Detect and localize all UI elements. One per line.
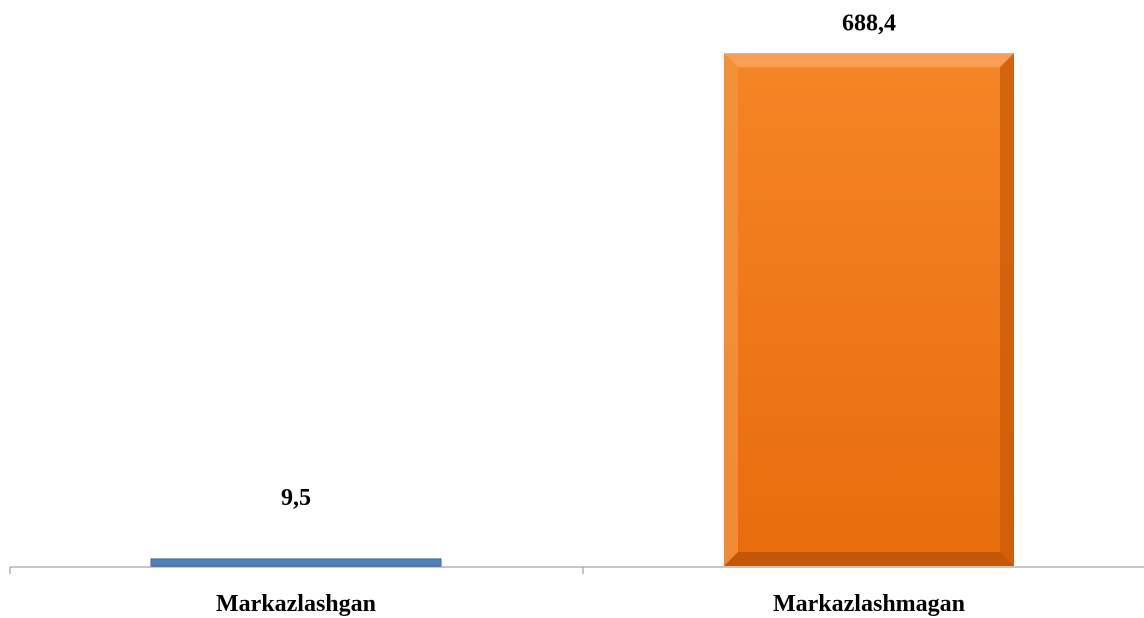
bar-markazlashgan [150, 558, 442, 567]
data-label-markazlashmagan: 688,4 [842, 10, 896, 36]
bar-bevel [724, 53, 1014, 68]
labels-group: 9,5 Markazlashgan 688,4 Markazlashmagan [216, 10, 965, 617]
bar-bevel [724, 53, 738, 567]
category-label-markazlashgan: Markazlashgan [216, 591, 376, 617]
bar-bevel [724, 552, 1014, 566]
bar-body [724, 53, 1014, 567]
category-label-markazlashmagan: Markazlashmagan [773, 591, 965, 617]
bars-group [150, 53, 1014, 567]
bar-markazlashmagan [724, 53, 1014, 567]
bar-bevel [1000, 53, 1014, 567]
bar-body [150, 558, 442, 567]
data-label-markazlashgan: 9,5 [281, 485, 311, 511]
